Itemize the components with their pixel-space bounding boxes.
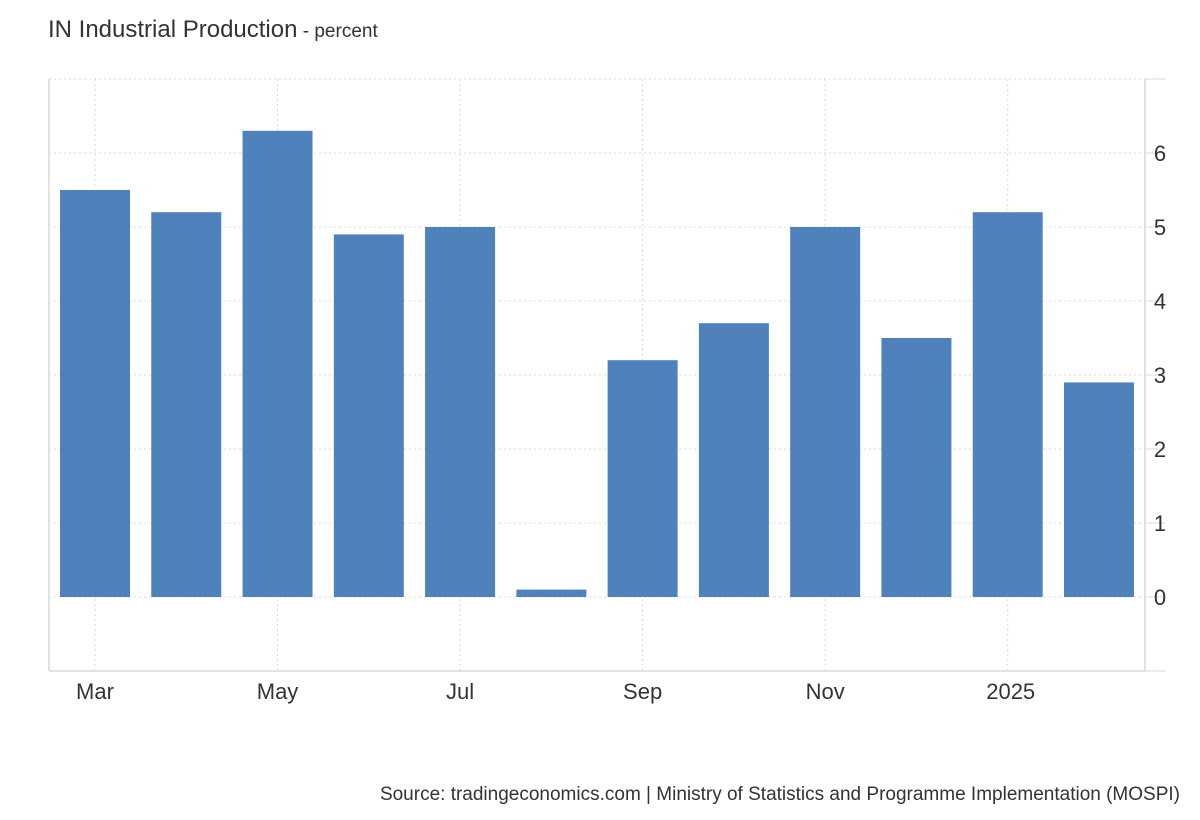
bar-2024-04[interactable] [151,212,222,597]
x-tick-label-2025: 2025 [986,679,1035,704]
x-tick-label-may: May [257,679,299,704]
bar-2024-07[interactable] [425,227,496,597]
bar-2024-10[interactable] [698,323,769,597]
bar-2025-02[interactable] [1063,382,1134,597]
axes [48,78,1165,672]
x-tick-label-nov: Nov [806,679,845,704]
bar-2024-12[interactable] [881,338,952,597]
chart-header: IN Industrial Production - percent [48,16,378,44]
bars [60,130,1134,598]
bar-2025-01[interactable] [972,212,1043,597]
bar-2024-08[interactable] [516,589,587,597]
bar-2024-09[interactable] [607,360,678,597]
y-tick-label-1: 1 [1154,511,1166,536]
chart-title: IN Industrial Production [48,16,298,43]
y-tick-label-0: 0 [1154,585,1166,610]
y-tick-label-4: 4 [1154,289,1166,314]
source-note: Source: tradingeconomics.com | Ministry … [379,784,1180,805]
y-tick-label-5: 5 [1154,215,1166,240]
tick-labels: 0 1 2 3 4 5 6 Mar May Jul Sep Nov 2025 [76,141,1166,704]
y-tick-label-2: 2 [1154,437,1166,462]
bar-2024-05[interactable] [242,130,313,598]
x-tick-label-mar: Mar [76,679,114,704]
bar-2024-11[interactable] [790,227,861,597]
chart-subtitle: - percent [297,21,378,42]
x-tick-label-sep: Sep [623,679,662,704]
bar-2024-03[interactable] [60,190,130,597]
x-tick-label-jul: Jul [446,679,474,704]
y-tick-label-6: 6 [1154,141,1166,166]
bar-2024-06[interactable] [333,234,404,597]
y-tick-label-3: 3 [1154,363,1166,388]
